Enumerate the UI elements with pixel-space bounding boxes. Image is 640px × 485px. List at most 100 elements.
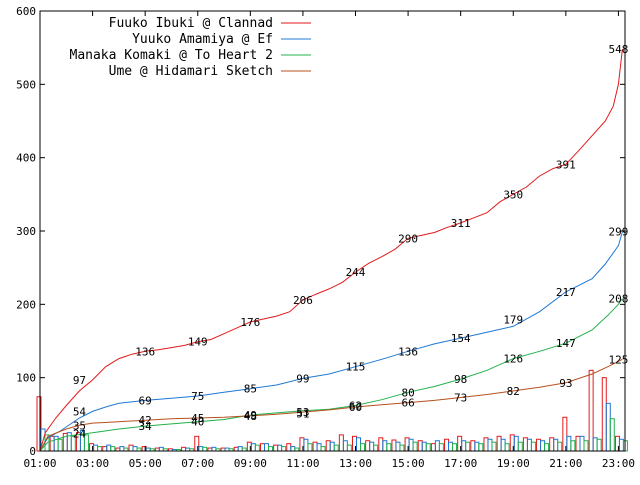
series-line-3 (39, 358, 623, 452)
data-label: 69 (139, 394, 152, 407)
hourly-bar-blue (303, 438, 309, 452)
data-label: 66 (401, 397, 414, 410)
hourly-bar-red (378, 437, 384, 452)
hourly-bar-green (557, 441, 563, 452)
hourly-bar-blue (395, 441, 401, 452)
data-label: 40 (191, 416, 204, 429)
hourly-bar-green (504, 443, 510, 452)
hourly-bar-red (259, 443, 265, 452)
axes: 0 100 200 300 400 500 600 01:00 03:00 05:00 07:00 0… (16, 5, 635, 470)
data-label: 97 (73, 374, 86, 387)
hourly-bar-red (233, 446, 239, 452)
hourly-bar-green (544, 443, 550, 452)
hourly-bar-red (273, 444, 279, 452)
hourly-bar-blue (408, 438, 414, 452)
hourly-bar-green (399, 444, 405, 452)
hourly-bar-green (517, 441, 523, 452)
x-tick-label: 17:00 (444, 457, 477, 470)
hourly-bar-red (417, 440, 423, 452)
x-tick-label: 15:00 (392, 457, 425, 470)
hourly-bar-red (325, 440, 331, 452)
hourly-bar-blue (237, 446, 243, 452)
hourly-bar-green (465, 441, 471, 452)
legend-label: Fuuko Ibuki @ Clannad (109, 16, 273, 31)
series-line-2 (39, 298, 623, 452)
hourly-bar-red (483, 437, 489, 452)
data-label: 299 (608, 226, 628, 239)
hourly-bar-blue (592, 437, 598, 452)
hourly-bar-blue (382, 440, 388, 452)
hourly-bar-green (202, 446, 208, 452)
x-tick-label: 23:00 (602, 457, 635, 470)
data-label: 149 (188, 336, 208, 349)
data-label: 48 (244, 410, 257, 423)
hourly-bar-red (562, 416, 568, 452)
data-label: 176 (240, 316, 260, 329)
hourly-bar-blue (500, 438, 506, 452)
hourly-bar-red (430, 443, 436, 452)
hourly-bar-red (588, 369, 594, 452)
series-lines (39, 49, 623, 452)
hourly-bar-blue (93, 444, 99, 452)
y-tick-label: 0 (29, 445, 36, 458)
hourly-bar-green (360, 443, 366, 452)
hourly-bar-red (444, 438, 450, 452)
data-label: 115 (346, 361, 366, 374)
series-line-1 (39, 231, 623, 452)
x-tick-label: 19:00 (497, 457, 530, 470)
hourly-bar-green (307, 443, 313, 452)
data-label: 45 (191, 412, 204, 425)
hourly-bar-green (373, 444, 379, 452)
x-tick-label: 09:00 (234, 457, 267, 470)
hourly-bar-blue (540, 440, 546, 452)
hourly-bar-green (254, 444, 260, 452)
data-label: 73 (454, 391, 467, 404)
data-label: 98 (454, 373, 467, 386)
x-tick-label: 07:00 (181, 457, 214, 470)
data-label: 311 (451, 217, 471, 230)
hourly-bar-green (609, 418, 615, 452)
hourly-bar-green (412, 441, 418, 452)
hourly-bar-blue (263, 443, 269, 452)
hourly-bar-blue (342, 440, 348, 452)
hourly-bar-green (478, 443, 484, 452)
hourly-bar-blue (526, 438, 532, 452)
data-label: 54 (73, 405, 87, 418)
data-label: 51 (296, 408, 309, 421)
hourly-bar-blue (421, 441, 427, 452)
hourly-bar-red (536, 438, 542, 452)
hourly-bar-blue (277, 444, 283, 452)
hourly-bar-red (102, 446, 108, 452)
hourly-bar-blue (356, 437, 362, 452)
y-tick-label: 200 (16, 298, 36, 311)
hourly-bar-blue (119, 446, 125, 452)
data-label: 53 (296, 406, 309, 419)
hourly-bar-green (267, 446, 273, 452)
hourly-bar-green (596, 438, 602, 452)
hourly-bar-blue (158, 446, 164, 452)
hourly-bar-red (522, 437, 528, 452)
hourly-bar-green (425, 443, 431, 452)
data-label: 244 (346, 266, 366, 279)
hourly-bar-red (312, 441, 318, 452)
y-tick-label: 400 (16, 152, 36, 165)
y-tick-label: 100 (16, 372, 36, 385)
hourly-bar-red (338, 434, 344, 452)
hourly-bar-blue (132, 446, 138, 452)
hourly-bar-green (57, 438, 63, 452)
hourly-bar-blue (461, 440, 467, 452)
hourly-bar-blue (316, 443, 322, 452)
legend-label: Manaka Komaki @ To Heart 2 (70, 48, 274, 63)
data-label: 62 (349, 400, 362, 413)
data-label: 80 (401, 386, 414, 399)
hourly-bar-blue (605, 402, 611, 452)
hourly-bar-green (570, 440, 576, 452)
hourly-bar-blue (448, 441, 454, 452)
data-label: 35 (73, 419, 86, 432)
hourly-bar-green (281, 446, 287, 452)
hourly-bar-blue (513, 435, 519, 452)
hourly-bar-green (438, 443, 444, 452)
data-label: 126 (503, 353, 523, 366)
x-tick-label: 11:00 (286, 457, 319, 470)
